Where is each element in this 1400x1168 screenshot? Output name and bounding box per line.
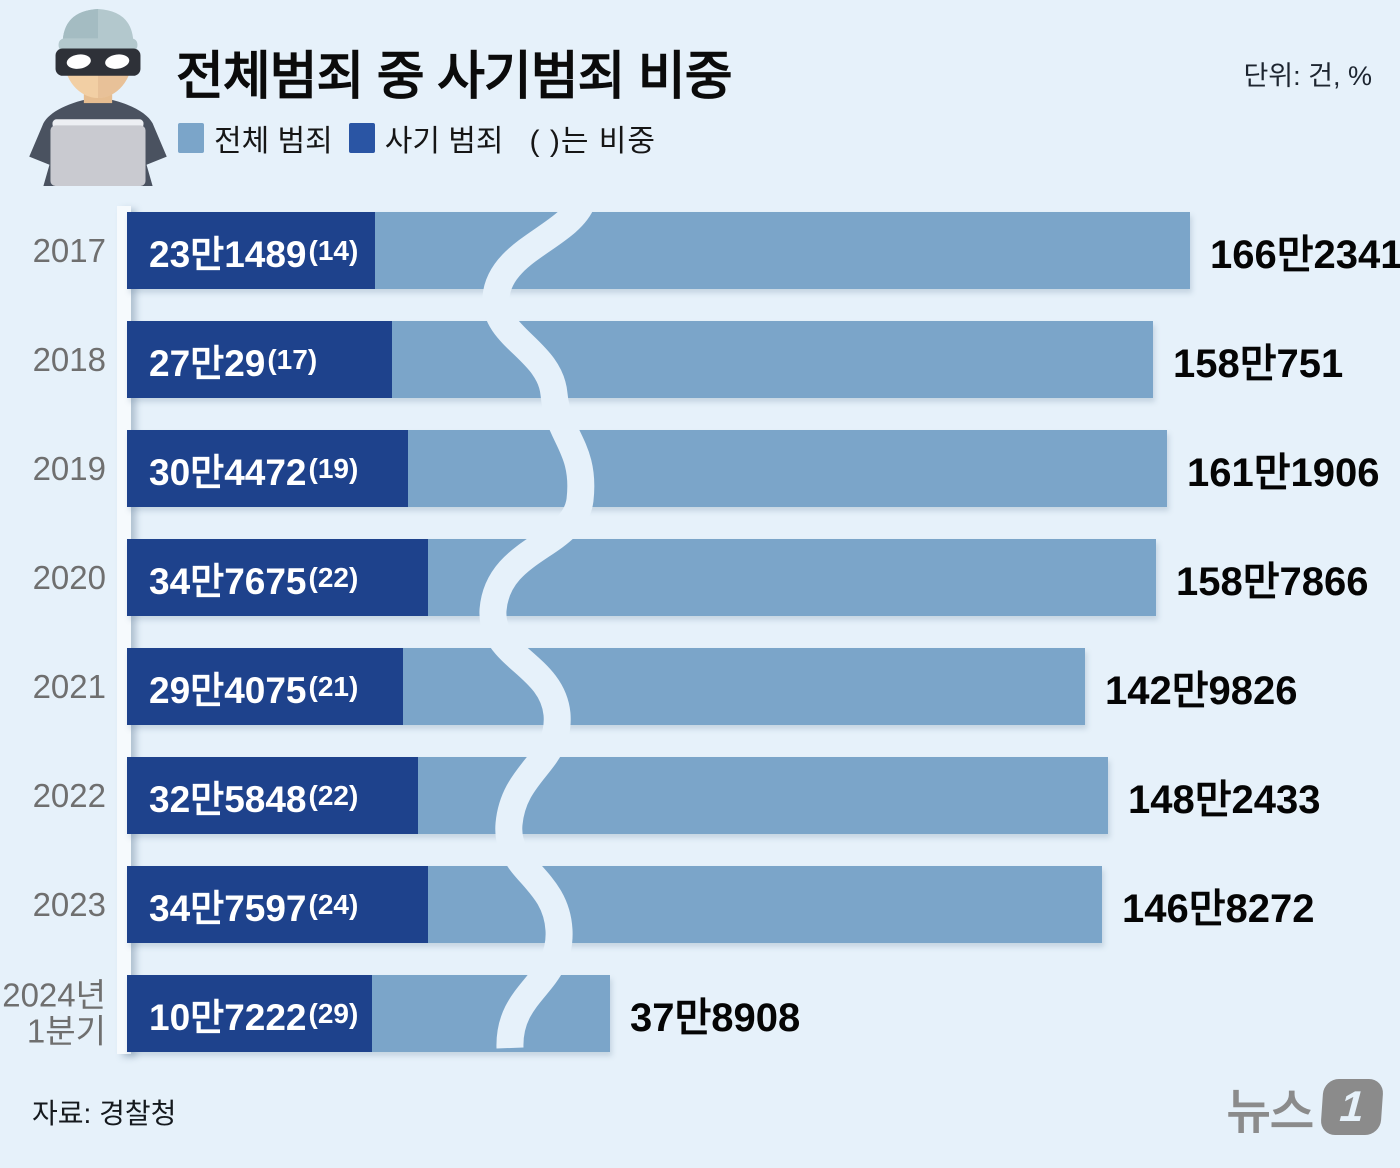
total-value-label: 158만7866	[1176, 559, 1369, 604]
fraud-pct-label: (14)	[308, 234, 359, 266]
total-value-label: 146만8272	[1122, 886, 1315, 931]
fraud-value-label: 10만7222	[149, 996, 307, 1038]
year-label: 2021	[32, 667, 106, 705]
year-label: 2023	[32, 885, 106, 923]
bar-chart: 2017 23만1489 (14) 166만2341 2018 27만29 (1…	[0, 202, 1400, 1092]
fraud-bar: 30만4472 (19)	[127, 430, 408, 507]
fraud-value-label: 30만4472	[149, 451, 307, 493]
total-value-label: 158만751	[1173, 341, 1344, 386]
chart-row: 2022 32만5848 (22) 148만2433	[0, 757, 1400, 834]
year-label: 2020	[32, 558, 106, 596]
chart-row: 2019 30만4472 (19) 161만1906	[0, 430, 1400, 507]
fraud-pct-label: (21)	[308, 670, 359, 702]
chart-row: 2020 34만7675 (22) 158만7866	[0, 539, 1400, 616]
fraud-bar: 23만1489 (14)	[127, 212, 375, 289]
fraud-pct-label: (17)	[267, 343, 318, 375]
fraud-value-label: 29만4075	[149, 669, 307, 711]
source-label: 자료: 경찰청	[32, 1098, 177, 1129]
fraud-pct-label: (19)	[308, 452, 359, 484]
fraud-pct-label: (29)	[308, 997, 359, 1029]
page-title: 전체범죄 중 사기범죄 비중	[176, 48, 733, 106]
fraud-value-label: 23만1489	[149, 233, 307, 275]
total-value-label: 142만9826	[1105, 668, 1298, 713]
year-label: 2019	[32, 449, 106, 487]
bar-group: 30만4472 (19) 161만1906	[127, 430, 1400, 507]
total-value-label: 166만2341	[1210, 232, 1400, 277]
fraud-value-label: 34만7675	[149, 560, 307, 602]
chart-row: 2021 29만4075 (21) 142만9826	[0, 648, 1400, 725]
bar-group: 10만7222 (29) 37만8908	[127, 975, 1400, 1052]
chart-row: 2024년 1분기 10만7222 (29) 37만8908	[0, 975, 1400, 1052]
chart-row: 2018 27만29 (17) 158만751	[0, 321, 1400, 398]
legend-item-fraud: 사기 범죄	[348, 116, 504, 160]
news1-logo-badge-digit: 1	[1338, 1082, 1366, 1131]
masked-hacker-with-laptop-icon	[29, 9, 167, 186]
fraud-bar: 27만29 (17)	[127, 321, 392, 398]
fraud-pct-label: (22)	[308, 561, 359, 593]
bar-group: 32만5848 (22) 148만2433	[127, 757, 1400, 834]
news1-logo-text: 뉴스	[1226, 1086, 1314, 1139]
legend-note: ( )는 비중	[529, 125, 656, 158]
bar-group: 29만4075 (21) 142만9826	[127, 648, 1400, 725]
chart-row: 2023 34만7597 (24) 146만8272	[0, 866, 1400, 943]
news1-logo: 뉴스 1	[1226, 1072, 1384, 1142]
fraud-value-label: 32만5848	[149, 778, 307, 820]
chart-rows: 2017 23만1489 (14) 166만2341 2018 27만29 (1…	[0, 212, 1400, 1052]
year-label: 2018	[32, 340, 106, 378]
bar-group: 27만29 (17) 158만751	[127, 321, 1400, 398]
total-value-label: 161만1906	[1187, 450, 1380, 495]
fraud-bar: 34만7675 (22)	[127, 539, 428, 616]
legend-total-swatch	[178, 123, 204, 153]
fraud-bar: 29만4075 (21)	[127, 648, 403, 725]
fraud-value-label: 27만29	[149, 342, 266, 384]
year-label: 2024년 1분기	[2, 976, 106, 1050]
unit-label: 단위: 건, %	[1243, 61, 1372, 91]
fraud-value-label: 34만7597	[149, 887, 307, 929]
fraud-bar: 34만7597 (24)	[127, 866, 428, 943]
bar-group: 34만7597 (24) 146만8272	[127, 866, 1400, 943]
legend: 전체 범죄 사기 범죄 ( )는 비중	[178, 116, 656, 160]
axis-baseline	[117, 206, 131, 1054]
year-label: 2022	[32, 776, 106, 814]
legend-item-total: 전체 범죄	[178, 116, 333, 160]
fraud-pct-label: (22)	[308, 779, 359, 811]
total-value-label: 37만8908	[630, 995, 801, 1040]
legend-total-label: 전체 범죄	[214, 125, 333, 158]
total-value-label: 148만2433	[1128, 777, 1321, 822]
chart-row: 2017 23만1489 (14) 166만2341	[0, 212, 1400, 289]
bar-group: 23만1489 (14) 166만2341	[127, 212, 1400, 289]
legend-fraud-label: 사기 범죄	[384, 125, 504, 158]
legend-fraud-swatch	[348, 123, 375, 153]
fraud-bar: 32만5848 (22)	[127, 757, 418, 834]
news1-logo-badge: 1	[1320, 1079, 1384, 1135]
bar-group: 34만7675 (22) 158만7866	[127, 539, 1400, 616]
fraud-bar: 10만7222 (29)	[127, 975, 373, 1052]
year-label: 2017	[32, 231, 106, 269]
fraud-pct-label: (24)	[308, 888, 359, 920]
